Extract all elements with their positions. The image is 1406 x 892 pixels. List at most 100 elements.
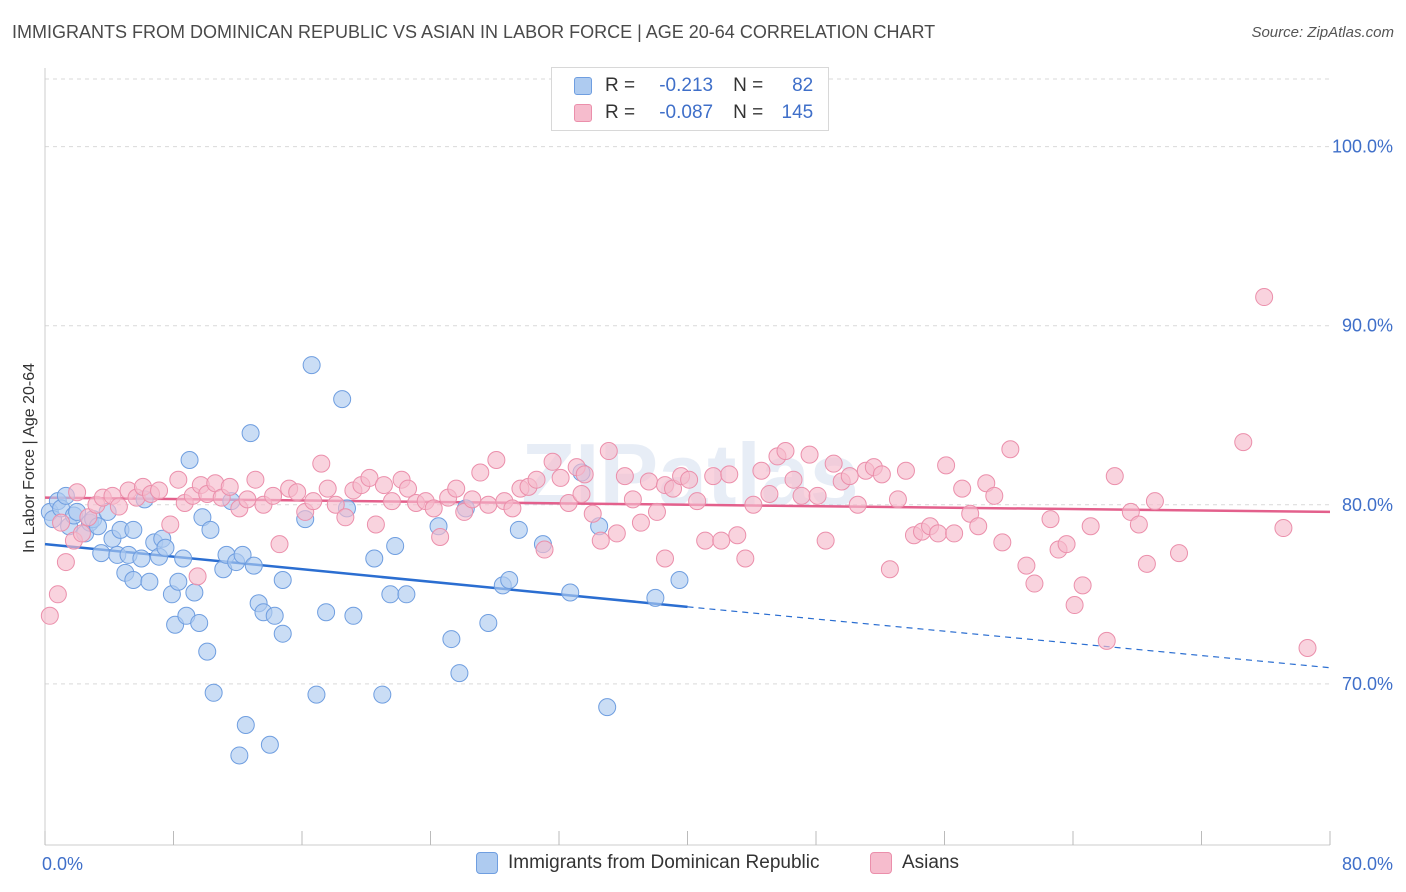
point-asian	[1129, 515, 1148, 534]
point-asian	[688, 492, 707, 511]
point-dominican	[265, 606, 284, 625]
point-dominican	[190, 613, 209, 632]
point-dominican	[479, 613, 498, 632]
point-asian	[945, 524, 964, 543]
point-asian	[503, 499, 522, 518]
point-asian	[220, 477, 239, 496]
point-asian	[1041, 510, 1060, 529]
point-dominican	[204, 683, 223, 702]
point-asian	[48, 585, 67, 604]
point-asian	[752, 461, 771, 480]
point-dominican	[124, 570, 143, 589]
legend-label-dominican: Immigrants from Dominican Republic	[508, 852, 820, 873]
point-asian	[40, 606, 59, 625]
legend-item-dominican: Immigrants from Dominican Republic	[476, 852, 820, 874]
point-asian	[599, 442, 618, 461]
point-asian	[109, 497, 128, 516]
points-layer	[40, 288, 1317, 765]
point-asian	[1001, 440, 1020, 459]
point-asian	[704, 467, 723, 486]
point-asian	[1145, 492, 1164, 511]
point-dominican	[500, 570, 519, 589]
point-asian	[760, 485, 779, 504]
y-tick-label: 100.0%	[1332, 137, 1393, 157]
point-asian	[318, 479, 337, 498]
legend-row-asians: R = -0.087 N = 145	[574, 100, 813, 126]
y-axis-label: In Labor Force | Age 20-64	[21, 363, 38, 553]
x-tick-label: 0.0%	[42, 854, 83, 874]
point-asian	[776, 442, 795, 461]
point-dominican	[132, 549, 151, 568]
legend-r-value: -0.087	[659, 102, 714, 123]
point-asian	[712, 531, 731, 550]
point-asian	[288, 483, 307, 502]
point-asian	[1234, 433, 1253, 452]
point-asian	[471, 463, 490, 482]
point-dominican	[365, 549, 384, 568]
point-dominican	[236, 716, 255, 735]
point-asian	[527, 470, 546, 489]
point-asian	[929, 524, 948, 543]
ticks-layer: 100.0% 90.0% 80.0% 70.0% 0.0% 80.0%	[42, 137, 1393, 874]
point-asian	[463, 490, 482, 509]
legend-n-label: N =	[733, 102, 764, 123]
y-tick-label: 80.0%	[1342, 495, 1393, 515]
point-asian	[591, 531, 610, 550]
point-asian	[56, 553, 75, 572]
point-asian	[543, 452, 562, 471]
point-asian	[937, 456, 956, 475]
y-tick-label: 90.0%	[1342, 316, 1393, 336]
point-asian	[424, 499, 443, 518]
point-dominican	[670, 570, 689, 589]
legend-n-value: 145	[781, 102, 814, 123]
point-asian	[631, 513, 650, 532]
point-asian	[800, 445, 819, 464]
source-label: Source: ZipAtlas.com	[1251, 24, 1394, 41]
legend-swatch-blue	[476, 852, 498, 874]
point-asian	[535, 540, 554, 559]
point-asian	[382, 492, 401, 511]
point-asian	[1097, 631, 1116, 650]
point-asian	[647, 502, 666, 521]
point-asian	[1025, 574, 1044, 593]
point-asian	[744, 495, 763, 514]
point-asian	[270, 535, 289, 554]
point-asian	[888, 490, 907, 509]
point-asian	[366, 515, 385, 534]
point-dominican	[230, 746, 249, 765]
point-dominican	[273, 570, 292, 589]
point-dominican	[201, 520, 220, 539]
point-dominican	[598, 698, 617, 717]
point-asian	[161, 515, 180, 534]
point-dominican	[381, 585, 400, 604]
point-asian	[312, 454, 331, 473]
point-asian	[872, 465, 891, 484]
point-dominican	[169, 572, 188, 591]
point-dominican	[260, 735, 279, 754]
point-dominican	[317, 603, 336, 622]
point-asian	[264, 486, 283, 505]
point-asian	[848, 495, 867, 514]
point-asian	[487, 451, 506, 469]
point-asian	[784, 470, 803, 489]
point-asian	[680, 470, 699, 489]
point-asian	[1073, 576, 1092, 595]
point-asian	[720, 465, 739, 484]
point-asian	[399, 479, 418, 498]
point-asian	[840, 467, 859, 486]
point-asian	[551, 468, 570, 487]
point-asian	[374, 476, 393, 495]
point-asian	[304, 492, 323, 511]
point-dominican	[156, 538, 175, 557]
legend-row-dominican: R = -0.213 N = 82	[574, 73, 813, 99]
point-asian	[953, 479, 972, 498]
axis-layer	[44, 68, 1331, 846]
point-asian	[623, 490, 642, 509]
legend-swatch-pink	[574, 104, 592, 122]
trend-line-dominican-extension	[687, 606, 1331, 669]
legend-n-label: N =	[733, 75, 764, 96]
point-asian	[1274, 519, 1293, 538]
point-dominican	[397, 585, 416, 604]
point-dominican	[244, 556, 263, 575]
